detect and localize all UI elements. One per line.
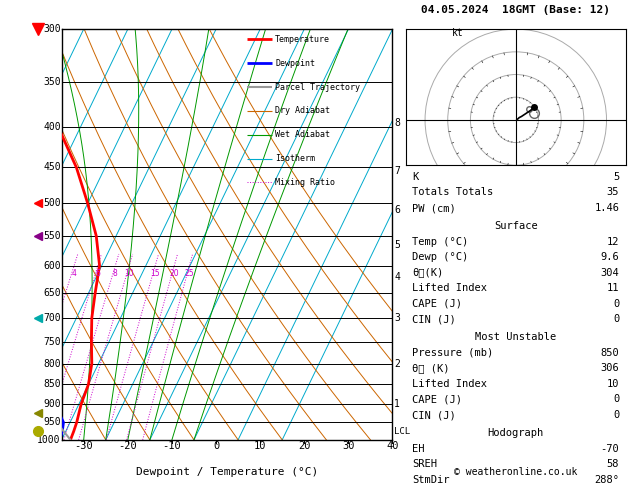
Text: Lifted Index: Lifted Index	[413, 283, 487, 293]
Text: Temperature: Temperature	[275, 35, 330, 44]
Text: 304: 304	[601, 268, 619, 278]
Text: LCL: LCL	[394, 427, 410, 435]
Text: Totals Totals: Totals Totals	[413, 188, 494, 197]
Text: 4: 4	[394, 272, 400, 282]
Text: 0: 0	[613, 314, 619, 324]
Text: 9.6: 9.6	[601, 252, 619, 262]
Text: 12: 12	[607, 237, 619, 246]
Text: Hodograph: Hodograph	[487, 428, 544, 438]
Text: 40: 40	[386, 441, 399, 451]
Text: 288°: 288°	[594, 475, 619, 485]
Text: 20: 20	[298, 441, 311, 451]
Text: 550: 550	[43, 231, 60, 241]
Text: Pressure (mb): Pressure (mb)	[413, 348, 494, 358]
Text: Dewp (°C): Dewp (°C)	[413, 252, 469, 262]
Text: Most Unstable: Most Unstable	[475, 332, 557, 342]
Text: 5: 5	[394, 240, 400, 250]
Text: 11: 11	[607, 283, 619, 293]
Text: CAPE (J): CAPE (J)	[413, 395, 462, 404]
Text: 900: 900	[43, 399, 60, 409]
Text: -70: -70	[601, 444, 619, 453]
Text: -20: -20	[118, 441, 137, 451]
Text: © weatheronline.co.uk: © weatheronline.co.uk	[454, 467, 577, 477]
Text: PW (cm): PW (cm)	[413, 203, 456, 213]
Text: 950: 950	[43, 417, 60, 427]
Text: 850: 850	[601, 348, 619, 358]
Text: 450: 450	[43, 162, 60, 173]
Text: Temp (°C): Temp (°C)	[413, 237, 469, 246]
Text: Dewpoint / Temperature (°C): Dewpoint / Temperature (°C)	[136, 467, 318, 477]
Text: 700: 700	[43, 313, 60, 323]
Text: 350: 350	[43, 77, 60, 87]
Text: 306: 306	[601, 364, 619, 373]
Text: CAPE (J): CAPE (J)	[413, 299, 462, 309]
Text: 2: 2	[394, 359, 400, 369]
Text: θᴄ(K): θᴄ(K)	[413, 268, 443, 278]
Text: 30: 30	[342, 441, 355, 451]
Text: 6: 6	[96, 269, 100, 278]
Text: 750: 750	[43, 337, 60, 347]
Text: 5: 5	[613, 172, 619, 182]
Text: 6: 6	[394, 205, 400, 215]
Text: CIN (J): CIN (J)	[413, 410, 456, 420]
Text: -30: -30	[74, 441, 93, 451]
Text: 0: 0	[613, 299, 619, 309]
Text: 800: 800	[43, 359, 60, 369]
Text: Lifted Index: Lifted Index	[413, 379, 487, 389]
Text: 850: 850	[43, 380, 60, 389]
Text: Dewpoint: Dewpoint	[275, 59, 315, 68]
Text: 4: 4	[72, 269, 77, 278]
Text: 1000: 1000	[37, 435, 60, 445]
Text: Isotherm: Isotherm	[275, 154, 315, 163]
Text: 8: 8	[113, 269, 118, 278]
Text: 300: 300	[43, 24, 60, 34]
Text: kt: kt	[452, 28, 464, 38]
Text: 0: 0	[613, 395, 619, 404]
Text: Parcel Trajectory: Parcel Trajectory	[275, 83, 360, 91]
Text: Surface: Surface	[494, 221, 538, 231]
Text: StmDir: StmDir	[413, 475, 450, 485]
Text: 600: 600	[43, 260, 60, 271]
Text: Dry Adiabat: Dry Adiabat	[275, 106, 330, 115]
Text: Mixing Ratio: Mixing Ratio	[275, 178, 335, 187]
Text: 25: 25	[184, 269, 194, 278]
Text: 7: 7	[394, 166, 400, 176]
Text: 400: 400	[43, 122, 60, 132]
Text: 15: 15	[150, 269, 160, 278]
Text: EH: EH	[413, 444, 425, 453]
Text: Wet Adiabat: Wet Adiabat	[275, 130, 330, 139]
Text: CIN (J): CIN (J)	[413, 314, 456, 324]
Text: 1: 1	[394, 399, 400, 409]
Text: 10: 10	[254, 441, 267, 451]
Text: 58: 58	[607, 459, 619, 469]
Text: 650: 650	[43, 288, 60, 298]
Text: 10: 10	[607, 379, 619, 389]
Text: θᴄ (K): θᴄ (K)	[413, 364, 450, 373]
Text: 10: 10	[125, 269, 134, 278]
Text: -10: -10	[162, 441, 181, 451]
Text: SREH: SREH	[413, 459, 437, 469]
Text: 500: 500	[43, 198, 60, 208]
Text: 3: 3	[394, 313, 400, 323]
Text: 35: 35	[607, 188, 619, 197]
Text: 8: 8	[394, 118, 400, 128]
Text: 20: 20	[169, 269, 179, 278]
Text: K: K	[413, 172, 418, 182]
Text: 0: 0	[613, 410, 619, 420]
Text: 0: 0	[213, 441, 219, 451]
Text: 1.46: 1.46	[594, 203, 619, 213]
Text: 04.05.2024  18GMT (Base: 12): 04.05.2024 18GMT (Base: 12)	[421, 5, 610, 15]
